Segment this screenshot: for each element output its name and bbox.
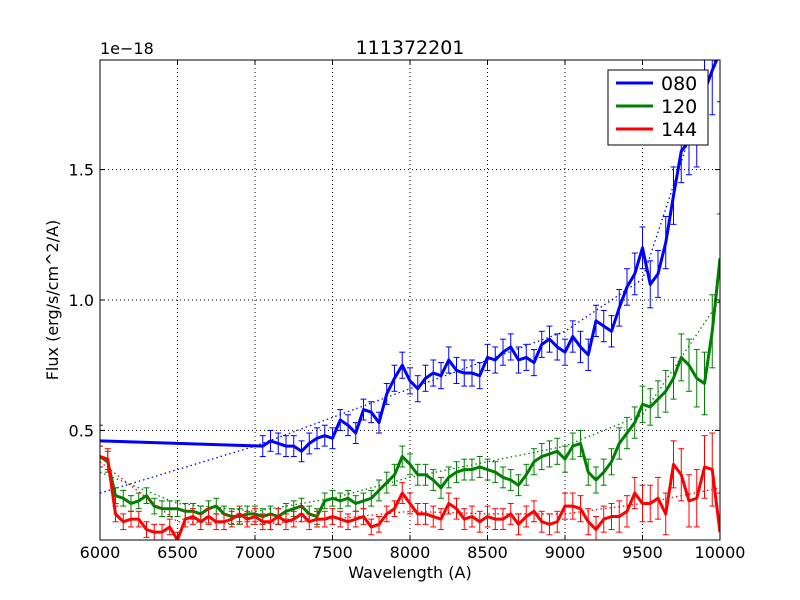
series-120-line (100, 258, 720, 519)
series-120 (100, 213, 720, 525)
legend-label-144: 144 (661, 119, 697, 141)
y-offset-label: 1e−18 (100, 39, 154, 58)
x-tick-label: 8500 (467, 543, 508, 562)
y-axis-label: Flux (erg/s/cm^2/A) (43, 220, 62, 381)
x-tick-label: 7500 (312, 543, 353, 562)
x-axis-label: Wavelength (A) (348, 563, 471, 582)
series-144 (100, 432, 720, 540)
chart-title: 111372201 (356, 37, 465, 59)
y-tick-label: 1.0 (69, 291, 94, 310)
plot-area (100, 60, 720, 540)
series-144-line (100, 455, 720, 540)
x-tick-label: 7000 (235, 543, 276, 562)
x-tick-label: 9500 (622, 543, 663, 562)
series-080-line (100, 60, 719, 453)
x-tick-label: 6500 (157, 543, 198, 562)
y-tick-label: 0.5 (69, 421, 94, 440)
grid-lines (100, 60, 720, 540)
x-tick-label: 9000 (545, 543, 586, 562)
series-080-fit-line (100, 60, 716, 494)
y-tick-label: 1.5 (69, 161, 94, 180)
x-tick-label: 10000 (695, 543, 746, 562)
legend-label-080: 080 (661, 73, 697, 95)
x-tick-label: 6000 (80, 543, 121, 562)
legend-label-120: 120 (661, 96, 697, 118)
x-tick-label: 8000 (390, 543, 431, 562)
series-120-fit-line (100, 299, 720, 512)
